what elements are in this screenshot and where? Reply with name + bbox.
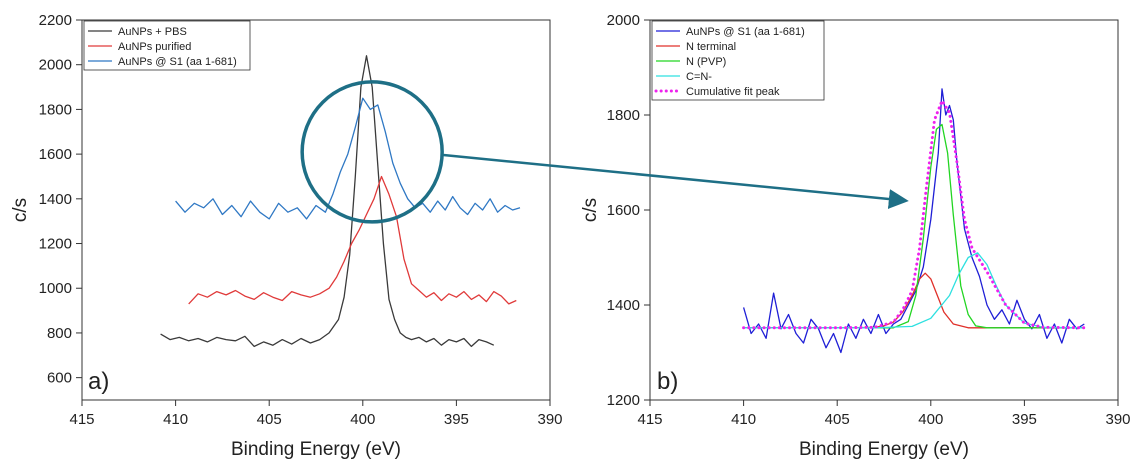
legend-box xyxy=(651,20,825,101)
y-tick-label: 1600 xyxy=(607,202,640,219)
panel-a-chart: 415 410 405 400 395 390 600 800 1000 1200 1400 1600… xyxy=(10,12,563,460)
legend: AuNPs @ S1 (aa 1-681) N terminal N (PVP) C=… xyxy=(651,20,825,101)
y-tick-label: 2200 xyxy=(39,12,72,29)
legend-label: N terminal xyxy=(686,41,736,53)
y-tick-label: 1200 xyxy=(39,236,72,253)
x-tick-label: 405 xyxy=(257,411,282,428)
panel-b-chart: 415 410 405 400 395 390 1200 1400 1600 1800 2000 Bi… xyxy=(580,12,1131,460)
plot-frame xyxy=(81,19,551,401)
series-line-4 xyxy=(743,252,1085,329)
series-line-1 xyxy=(160,55,495,348)
highlight-circle xyxy=(300,80,444,224)
y-axis-title: c/s xyxy=(10,198,31,222)
legend: AuNPs + PBS AuNPs purified AuNPs @ S1 (aa … xyxy=(83,20,251,71)
panel-label: b) xyxy=(657,368,678,395)
legend-label: AuNPs purified xyxy=(118,41,191,53)
x-tick-label: 410 xyxy=(731,411,756,428)
y-axis-title: c/s xyxy=(580,198,601,222)
y-tick-label: 2000 xyxy=(39,57,72,74)
legend-label: AuNPs @ S1 (aa 1-681) xyxy=(118,56,237,68)
y-tick-label: 1600 xyxy=(39,146,72,163)
y-tick-label: 2000 xyxy=(607,12,640,29)
series-line-3 xyxy=(175,97,521,220)
x-tick-label: 395 xyxy=(444,411,469,428)
x-tick-label: 405 xyxy=(825,411,850,428)
x-tick-label: 415 xyxy=(69,411,94,428)
series-line-1 xyxy=(742,88,1085,354)
series-line-5 xyxy=(742,99,1086,330)
x-axis-title: Binding Energy (eV) xyxy=(231,439,401,460)
legend-label: Cumulative fit peak xyxy=(686,86,780,98)
legend-label: AuNPs @ S1 (aa 1-681) xyxy=(686,26,805,38)
y-tick-label: 1800 xyxy=(39,101,72,118)
y-tick-label: 1000 xyxy=(39,280,72,297)
y-tick-label: 1400 xyxy=(607,297,640,314)
y-tick-label: 1200 xyxy=(607,392,640,409)
series-line-2 xyxy=(188,175,517,305)
panel-label: a) xyxy=(88,368,109,395)
legend-label: C=N- xyxy=(686,71,712,83)
series-line-3 xyxy=(743,123,1085,329)
y-tick-label: 800 xyxy=(47,325,72,342)
x-tick-label: 390 xyxy=(537,411,562,428)
y-tick-label: 1800 xyxy=(607,107,640,124)
x-axis-title: Binding Energy (eV) xyxy=(799,439,969,460)
y-tick-label: 600 xyxy=(47,370,72,387)
zoom-annotation xyxy=(300,80,909,224)
legend-label: AuNPs + PBS xyxy=(118,26,187,38)
zoom-arrow xyxy=(442,153,909,209)
y-tick-label: 1400 xyxy=(39,191,72,208)
x-tick-label: 415 xyxy=(637,411,662,428)
x-tick-label: 390 xyxy=(1105,411,1130,428)
x-tick-label: 400 xyxy=(350,411,375,428)
x-tick-label: 400 xyxy=(918,411,943,428)
x-tick-label: 395 xyxy=(1012,411,1037,428)
x-tick-label: 410 xyxy=(163,411,188,428)
legend-label: N (PVP) xyxy=(686,56,726,68)
